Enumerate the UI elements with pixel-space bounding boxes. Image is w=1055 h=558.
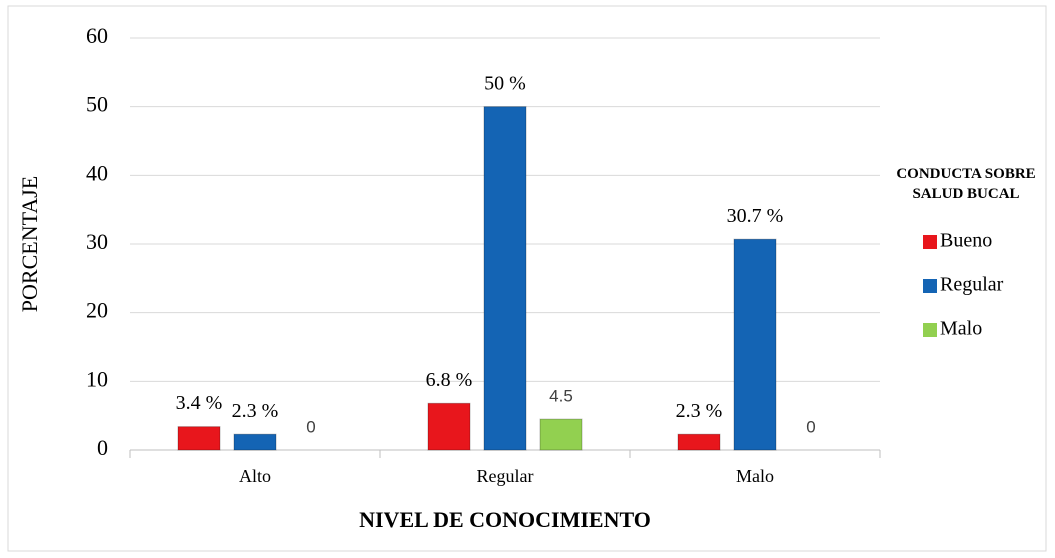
legend-swatch xyxy=(923,279,937,293)
data-label: 2.3 % xyxy=(676,400,723,422)
y-tick-label: 60 xyxy=(86,23,108,48)
x-tick-label: Regular xyxy=(477,466,534,486)
data-label: 50 % xyxy=(484,72,526,94)
data-label: 0 xyxy=(306,417,315,436)
data-label: 3.4 % xyxy=(176,392,223,414)
bar xyxy=(483,106,527,451)
y-tick-label: 20 xyxy=(86,298,108,323)
x-tick-label: Malo xyxy=(736,466,774,486)
legend-label: Malo xyxy=(940,318,982,340)
y-tick-label: 50 xyxy=(86,92,108,117)
legend-label: Regular xyxy=(940,274,1004,296)
data-label: 6.8 % xyxy=(426,369,473,391)
bar xyxy=(539,418,583,451)
y-tick-label: 30 xyxy=(86,229,108,254)
bar xyxy=(733,238,777,451)
bar xyxy=(427,402,471,451)
y-tick-label: 40 xyxy=(86,160,108,185)
x-axis-title: NIVEL DE CONOCIMIENTO xyxy=(359,507,651,532)
data-label: 30.7 % xyxy=(727,205,784,227)
x-tick-label: Alto xyxy=(239,466,271,486)
bar xyxy=(233,433,277,451)
data-label: 2.3 % xyxy=(232,400,279,422)
legend-label: Bueno xyxy=(940,230,992,252)
data-label: 0 xyxy=(806,417,815,436)
legend-swatch xyxy=(923,323,937,337)
legend-swatch xyxy=(923,235,937,249)
data-label: 4.5 xyxy=(549,387,573,406)
bar xyxy=(677,433,721,451)
y-tick-label: 10 xyxy=(86,366,108,391)
y-axis-title: PORCENTAJE xyxy=(17,176,42,312)
chart-border xyxy=(7,5,1047,552)
y-tick-label: 0 xyxy=(97,435,108,460)
legend-title: CONDUCTA SOBRE SALUD BUCAL xyxy=(896,166,1036,202)
bar xyxy=(177,426,221,451)
